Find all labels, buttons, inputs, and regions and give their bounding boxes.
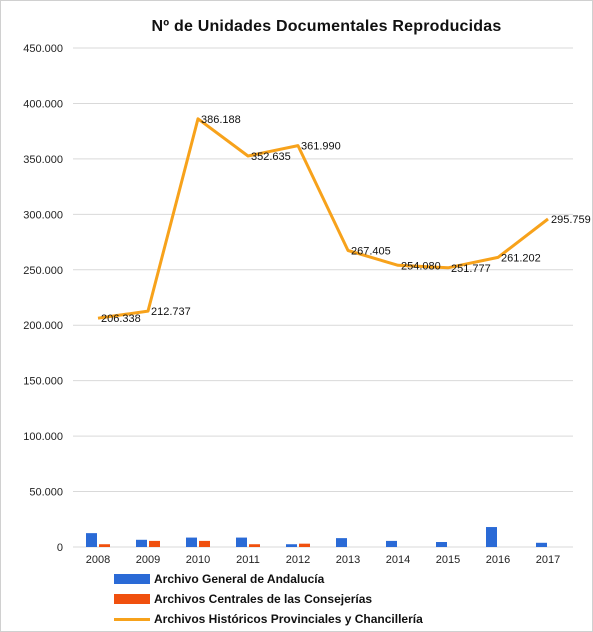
y-tick-label: 450.000	[23, 43, 63, 55]
x-tick-label: 2017	[536, 554, 560, 566]
data-label: 295.759	[551, 214, 591, 226]
data-label: 206.338	[101, 313, 141, 325]
data-label: 361.990	[301, 141, 341, 153]
y-axis-ticks: 0 50.000 100.000 150.000 200.000 250.000 300.0…	[23, 43, 63, 554]
legend-swatch-agra	[114, 574, 150, 584]
data-label: 352.635	[251, 151, 291, 163]
y-tick-label: 200.000	[23, 320, 63, 332]
bar-consejerias	[199, 540, 210, 547]
line-historicos	[97, 117, 549, 320]
x-tick-label: 2014	[386, 554, 410, 566]
chart-title: Nº de Unidades Documentales Reproducidas	[151, 18, 502, 35]
bar-agra	[186, 537, 197, 547]
x-axis-ticks: 2008 2009 2010 2011 2012 2013 2014 2015 2016 2017	[86, 554, 560, 566]
y-tick-label: 150.000	[23, 376, 63, 388]
bar-agra	[536, 542, 547, 547]
x-tick-label: 2013	[336, 554, 360, 566]
bars	[86, 527, 547, 547]
y-tick-label: 250.000	[23, 265, 63, 277]
data-label: 251.777	[451, 263, 491, 275]
x-tick-label: 2015	[436, 554, 460, 566]
legend: Archivo General de Andalucía Archivos Ce…	[114, 569, 423, 629]
x-tick-label: 2008	[86, 554, 110, 566]
bar-agra	[436, 542, 447, 547]
bar-agra	[286, 544, 297, 547]
legend-swatch-consejerias	[114, 594, 150, 604]
gridlines	[73, 47, 573, 548]
bar-consejerias	[249, 544, 260, 547]
data-label: 261.202	[501, 252, 541, 264]
legend-label-historicos: Archivos Históricos Provinciales y Chanc…	[154, 612, 423, 626]
bar-agra	[136, 539, 147, 547]
data-label: 254.080	[401, 260, 441, 272]
data-label: 386.188	[201, 114, 241, 126]
y-tick-label: 350.000	[23, 154, 63, 166]
legend-item-historicos: Archivos Históricos Provinciales y Chanc…	[114, 609, 423, 629]
legend-label-agra: Archivo General de Andalucía	[154, 572, 325, 586]
x-tick-label: 2010	[186, 554, 210, 566]
bar-agra	[236, 537, 247, 547]
legend-item-agra: Archivo General de Andalucía	[114, 569, 423, 589]
bar-consejerias	[299, 543, 310, 547]
bar-agra	[386, 540, 397, 547]
y-tick-label: 300.000	[23, 209, 63, 221]
data-label: 212.737	[151, 306, 191, 318]
legend-item-consejerias: Archivos Centrales de las Consejerías	[114, 589, 423, 609]
x-tick-label: 2012	[286, 554, 310, 566]
bar-consejerias	[99, 544, 110, 547]
line-series	[97, 117, 549, 320]
bar-agra	[486, 527, 497, 547]
data-labels: 206.338 212.737 386.188 352.635 361.990 267.4…	[101, 114, 591, 325]
bar-agra	[336, 538, 347, 547]
bar-agra	[86, 533, 97, 547]
x-tick-label: 2011	[236, 554, 260, 566]
y-tick-label: 50.000	[29, 487, 63, 499]
legend-label-consejerias: Archivos Centrales de las Consejerías	[154, 592, 373, 606]
y-tick-label: 100.000	[23, 431, 63, 443]
bar-consejerias	[149, 540, 160, 547]
y-tick-label: 400.000	[23, 98, 63, 110]
x-tick-label: 2009	[136, 554, 160, 566]
y-tick-label: 0	[57, 542, 63, 554]
legend-swatch-historicos	[114, 617, 150, 621]
data-label: 267.405	[351, 245, 391, 257]
x-tick-label: 2016	[486, 554, 510, 566]
